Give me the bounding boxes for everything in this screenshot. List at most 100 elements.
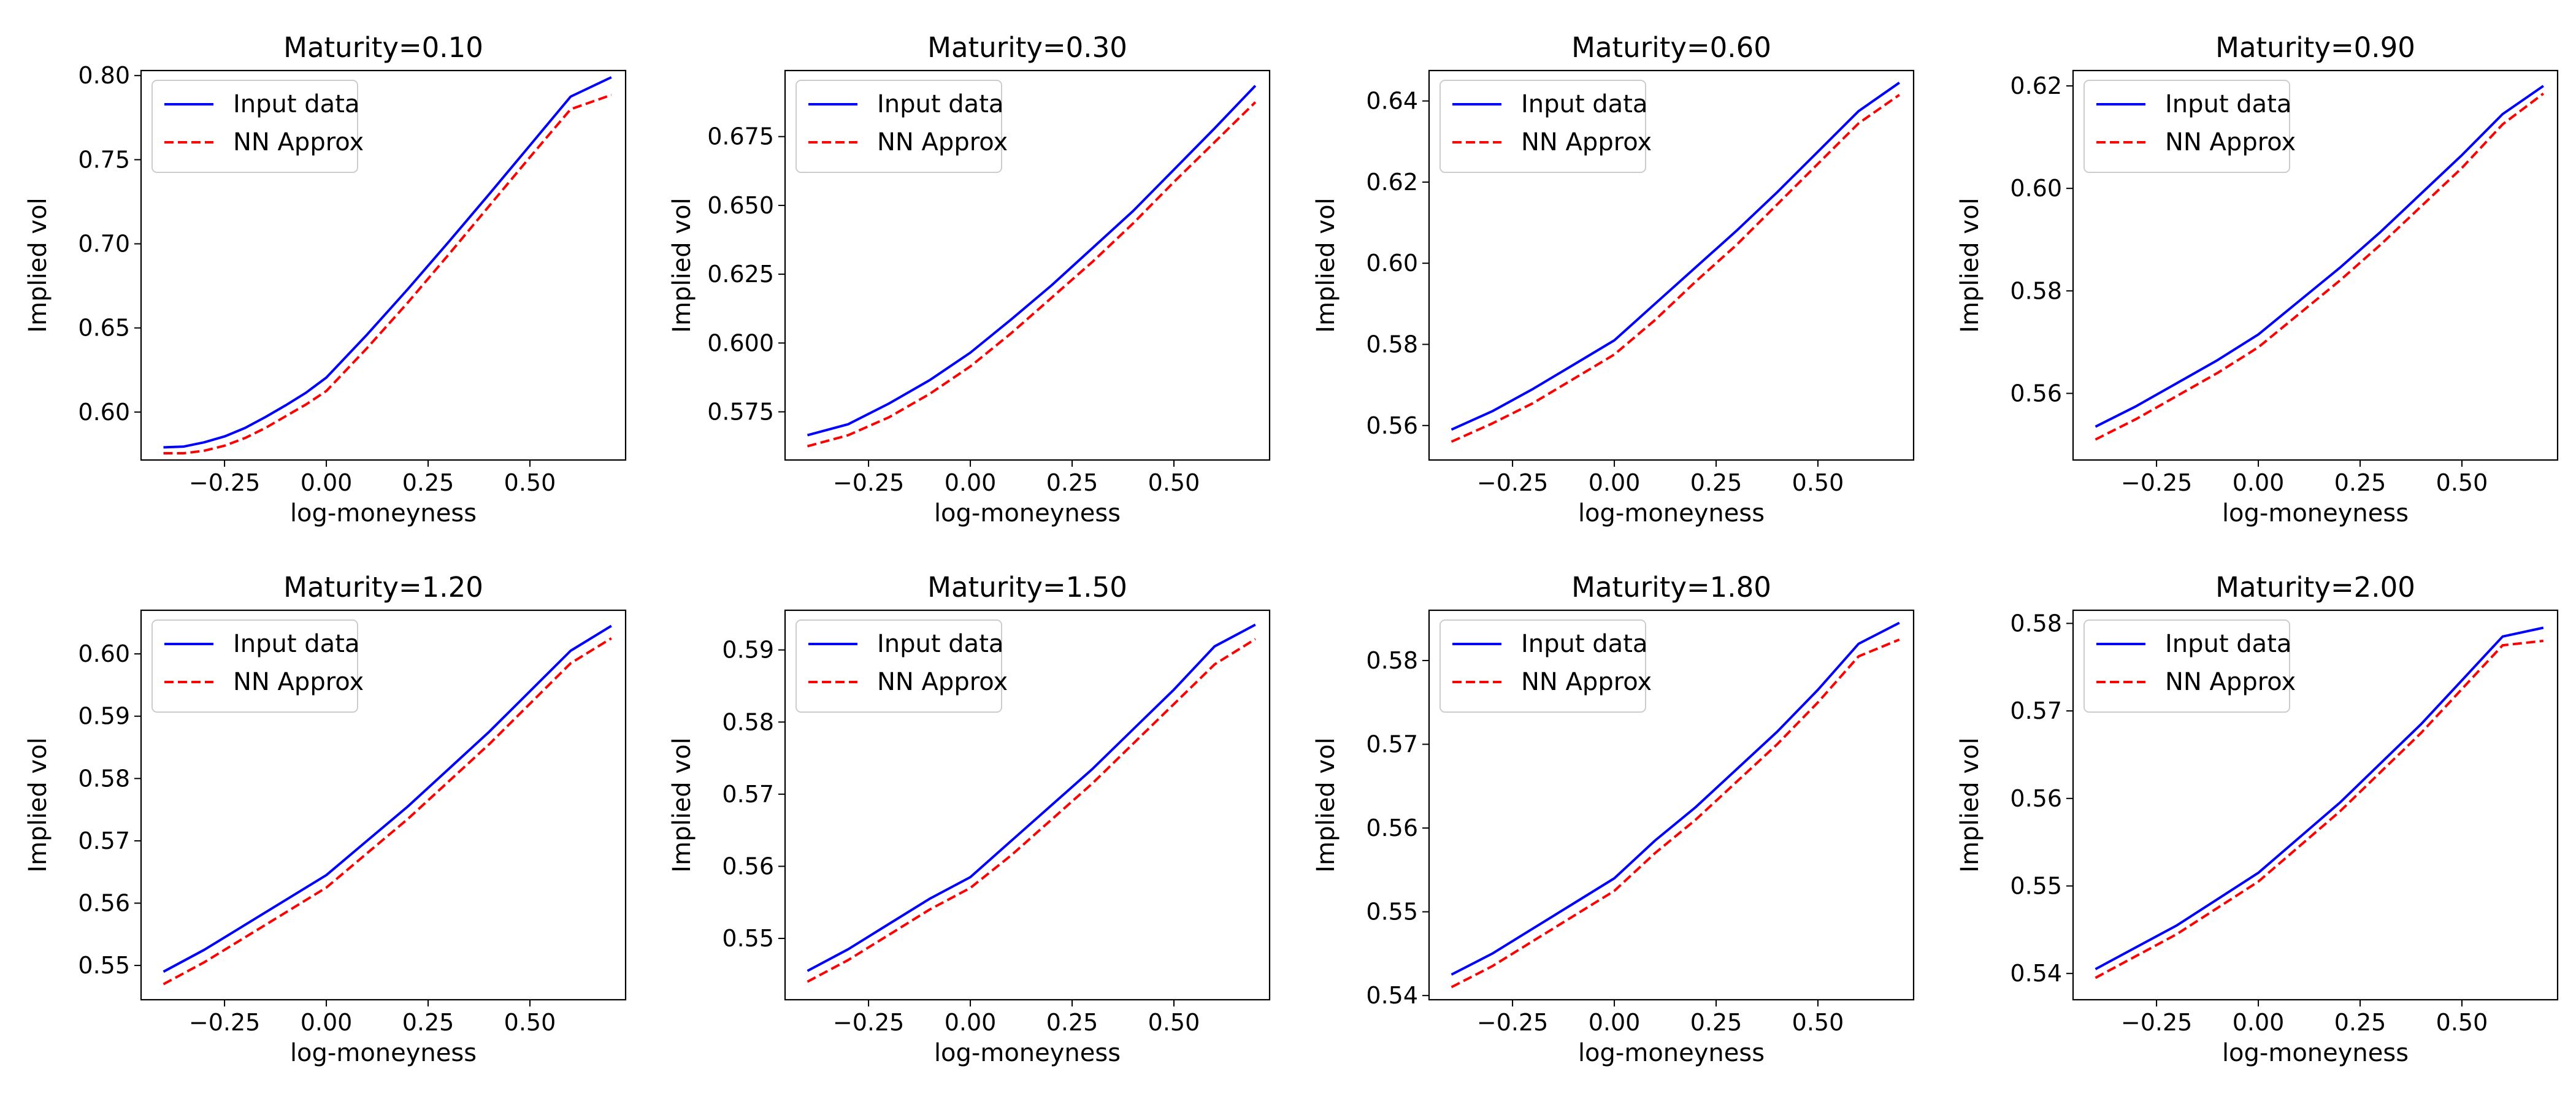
- x-tick-label: 0.25: [1690, 1009, 1742, 1036]
- subplot-6: Maturity=1.50 −0.25 0.00 0.25 0.50 0.55 0.56 0.…: [668, 571, 1271, 1067]
- series-group: [807, 623, 1256, 983]
- legend-label: Input data: [2165, 630, 2291, 658]
- y-tick-label: 0.56: [78, 890, 130, 917]
- y-tick-label: 0.80: [78, 62, 130, 89]
- y-axis-label: Implied vol: [1956, 197, 1984, 332]
- axes-frame: [140, 69, 627, 461]
- y-tick-label: 0.62: [1366, 169, 1418, 196]
- y-tick-label: 0.75: [78, 146, 130, 173]
- series-group: [163, 76, 612, 454]
- x-tick-label: 0.00: [301, 469, 353, 496]
- y-tick-label: 0.650: [707, 192, 774, 219]
- subplot-4: Maturity=0.90 −0.25 0.00 0.25 0.50 0.56 0.58 0.…: [1956, 31, 2559, 527]
- x-tick-label: −0.25: [1477, 469, 1548, 496]
- x-tick-label: 0.25: [2334, 469, 2386, 496]
- y-tick-label: 0.625: [707, 261, 774, 288]
- subplot-title: Maturity=0.10: [283, 31, 483, 64]
- series-line-input-data: [163, 76, 612, 449]
- series-line-input-data: [807, 623, 1256, 972]
- y-tick-label: 0.64: [1366, 88, 1418, 115]
- x-tick-label: 0.50: [2436, 1009, 2488, 1036]
- legend-label: NN Approx: [877, 128, 1008, 156]
- series-line-input-data: [163, 624, 612, 973]
- y-tick-label: 0.57: [722, 781, 774, 808]
- legend-label: Input data: [1521, 90, 1647, 118]
- axes-frame: [2072, 609, 2559, 1001]
- legend: Input data NN Approx: [795, 80, 1008, 173]
- x-tick-label: 0.00: [2233, 469, 2285, 496]
- y-axis-label: Implied vol: [668, 737, 696, 872]
- y-tick-label: 0.56: [1366, 815, 1418, 841]
- x-tick-label: 0.25: [2334, 1009, 2386, 1036]
- y-tick-label: 0.56: [2010, 380, 2062, 407]
- y-tick-label: 0.57: [78, 827, 130, 854]
- series-line-nn-approx: [1451, 94, 1900, 443]
- y-tick-label: 0.58: [2010, 610, 2062, 637]
- legend-label: NN Approx: [877, 668, 1008, 696]
- legend: Input data NN Approx: [2083, 619, 2296, 713]
- subplot-title: Maturity=0.90: [2215, 31, 2415, 64]
- legend-label: NN Approx: [2165, 128, 2296, 156]
- x-tick-label: −0.25: [2121, 469, 2192, 496]
- series-group: [1451, 621, 1900, 989]
- y-tick-label: 0.57: [1366, 730, 1418, 757]
- y-axis-label: Implied vol: [1312, 737, 1340, 872]
- x-tick-label: −0.25: [833, 1009, 904, 1036]
- x-tick-label: 0.00: [301, 1009, 353, 1036]
- y-tick-label: 0.675: [707, 123, 774, 150]
- legend: Input data NN Approx: [2083, 80, 2296, 173]
- axes-frame: [784, 609, 1271, 1001]
- y-tick-label: 0.58: [2010, 277, 2062, 304]
- series-line-nn-approx: [1451, 638, 1900, 989]
- subplot-title: Maturity=1.80: [1571, 571, 1771, 604]
- y-tick-label: 0.56: [1366, 412, 1418, 439]
- legend-label: Input data: [233, 630, 359, 658]
- y-tick-label: 0.575: [707, 398, 774, 425]
- x-tick-label: −0.25: [833, 469, 904, 496]
- legend-label: Input data: [233, 90, 359, 118]
- legend: Input data NN Approx: [151, 80, 364, 173]
- y-tick-label: 0.70: [78, 231, 130, 258]
- y-tick-label: 0.57: [2010, 697, 2062, 724]
- series-line-nn-approx: [2095, 639, 2544, 979]
- y-tick-label: 0.55: [2010, 872, 2062, 899]
- legend-label: NN Approx: [233, 128, 364, 156]
- y-tick-label: 0.60: [78, 640, 130, 667]
- axes-frame: [784, 69, 1271, 461]
- y-tick-label: 0.54: [2010, 960, 2062, 987]
- subplot-title: Maturity=2.00: [2215, 571, 2415, 604]
- legend: Input data NN Approx: [1439, 619, 1652, 713]
- x-axis-label: log-moneyness: [290, 1039, 477, 1067]
- y-tick-label: 0.58: [78, 765, 130, 792]
- subplot-3: Maturity=0.60 −0.25 0.00 0.25 0.50 0.56 0.58 0.…: [1312, 31, 1915, 527]
- x-tick-label: −0.25: [2121, 1009, 2192, 1036]
- legend-label: NN Approx: [1521, 668, 1652, 696]
- x-axis-label: log-moneyness: [290, 499, 477, 527]
- legend-label: NN Approx: [233, 668, 364, 696]
- subplot-2: Maturity=0.30 −0.25 0.00 0.25 0.50 0.575 0.600…: [668, 31, 1271, 527]
- series-group: [2095, 626, 2544, 979]
- x-tick-label: 0.50: [1148, 1009, 1200, 1036]
- y-tick-label: 0.600: [707, 329, 774, 356]
- subplot-1: Maturity=0.10 −0.25 0.00 0.25 0.50 0.60 0.65 0.…: [24, 31, 627, 527]
- x-axis-label: log-moneyness: [1578, 1039, 1765, 1067]
- legend-label: Input data: [877, 630, 1003, 658]
- x-axis-label: log-moneyness: [2222, 499, 2409, 527]
- x-tick-label: −0.25: [189, 1009, 260, 1036]
- y-tick-label: 0.55: [78, 952, 130, 979]
- x-tick-label: −0.25: [1477, 1009, 1548, 1036]
- x-tick-label: 0.00: [945, 469, 997, 496]
- y-tick-label: 0.55: [722, 925, 774, 952]
- y-tick-label: 0.58: [722, 708, 774, 735]
- subplot-title: Maturity=0.60: [1571, 31, 1771, 64]
- subplot-title: Maturity=1.50: [927, 571, 1127, 604]
- y-tick-label: 0.56: [722, 853, 774, 880]
- series-line-input-data: [1451, 82, 1900, 431]
- series-group: [2095, 85, 2545, 441]
- axes-frame: [1428, 609, 1915, 1001]
- x-tick-label: 0.25: [402, 1009, 454, 1036]
- x-axis-label: log-moneyness: [934, 499, 1121, 527]
- subplot-grid: Maturity=0.10 −0.25 0.00 0.25 0.50 0.60 0.65 0.…: [24, 31, 2559, 1067]
